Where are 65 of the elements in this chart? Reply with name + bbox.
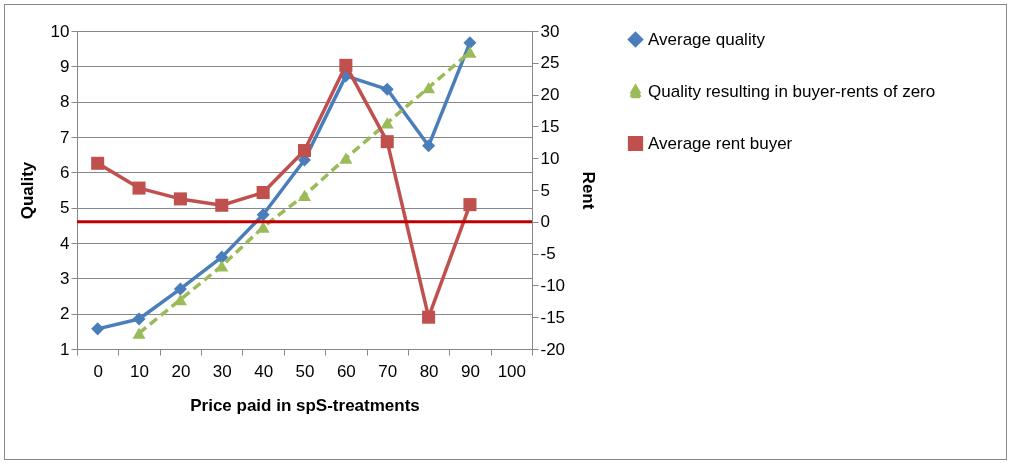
- y-tick-label: 6: [60, 162, 70, 182]
- y2-tick-label: 15: [540, 116, 560, 136]
- point: [380, 117, 394, 129]
- y2-tick-label: -15: [540, 307, 566, 327]
- y2-tick-label: 10: [540, 148, 560, 168]
- point: [256, 186, 270, 200]
- x-tick-label: 40: [254, 361, 274, 381]
- x-axis-title: Price paid in spS-treatments: [190, 395, 420, 415]
- x-tick-label: 100: [497, 361, 527, 381]
- y2-axis-title: Rent: [579, 171, 599, 210]
- point: [339, 152, 353, 164]
- legend-label: Quality resulting in buyer-rents of zero: [648, 81, 936, 101]
- y2-tick-label: 0: [540, 212, 550, 232]
- point: [422, 81, 436, 94]
- y2-tick-label: -10: [540, 275, 566, 295]
- point: [215, 250, 229, 264]
- y-axis-title: Quality: [17, 161, 37, 220]
- x-tick-label: 0: [93, 361, 103, 381]
- x-tick-label: 50: [295, 361, 315, 381]
- y2-tick-label: 5: [540, 180, 550, 200]
- y2-tick-label: 30: [540, 21, 560, 41]
- point: [380, 82, 394, 96]
- x-tick-label: 70: [378, 361, 398, 381]
- point: [422, 139, 436, 153]
- point: [463, 46, 477, 58]
- x-tick-label: 60: [336, 361, 356, 381]
- point: [422, 310, 436, 324]
- y2-tick-label: 25: [540, 53, 560, 73]
- point: [132, 181, 146, 195]
- point: [380, 135, 394, 149]
- point: [215, 198, 229, 212]
- x-tick-label: 80: [419, 361, 439, 381]
- y-tick-label: 9: [60, 56, 70, 76]
- point: [173, 293, 187, 306]
- point: [91, 322, 105, 336]
- point: [91, 156, 105, 170]
- point: [297, 144, 312, 158]
- legend-label: Average quality: [648, 29, 766, 49]
- y-tick-label: 2: [60, 304, 70, 324]
- y-tick-label: 10: [50, 21, 70, 41]
- point: [463, 36, 477, 50]
- point: [132, 312, 146, 326]
- y2-tick-label: 20: [540, 85, 560, 105]
- y-tick-label: 5: [60, 198, 70, 218]
- point: [463, 198, 477, 212]
- legend-label: Average rent buyer: [648, 133, 793, 153]
- y2-tick-label: -20: [540, 339, 566, 359]
- y2-tick-label: -5: [540, 244, 556, 264]
- point: [339, 58, 353, 72]
- point: [132, 327, 146, 339]
- point: [173, 282, 187, 296]
- y-tick-label: 3: [60, 268, 70, 288]
- point: [173, 192, 187, 206]
- x-tick-label: 30: [212, 361, 232, 381]
- y-tick-label: 7: [60, 127, 70, 147]
- point: [215, 260, 229, 272]
- point: [256, 221, 270, 233]
- x-tick-label: 90: [460, 361, 480, 381]
- y-tick-label: 1: [60, 339, 70, 359]
- y-tick-label: 8: [60, 92, 70, 112]
- point: [256, 208, 270, 222]
- y-tick-label: 4: [60, 233, 70, 253]
- x-tick-label: 20: [171, 361, 191, 381]
- point: [297, 189, 312, 201]
- x-tick-label: 10: [130, 361, 150, 381]
